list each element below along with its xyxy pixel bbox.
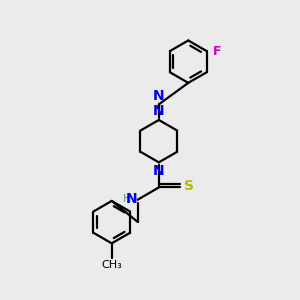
Text: N: N <box>153 89 165 103</box>
Text: H: H <box>123 194 131 204</box>
Text: N: N <box>125 192 137 206</box>
Text: F: F <box>213 45 222 58</box>
Text: N: N <box>153 104 165 118</box>
Text: N: N <box>153 164 165 178</box>
Text: CH₃: CH₃ <box>101 260 122 269</box>
Text: S: S <box>184 179 194 193</box>
